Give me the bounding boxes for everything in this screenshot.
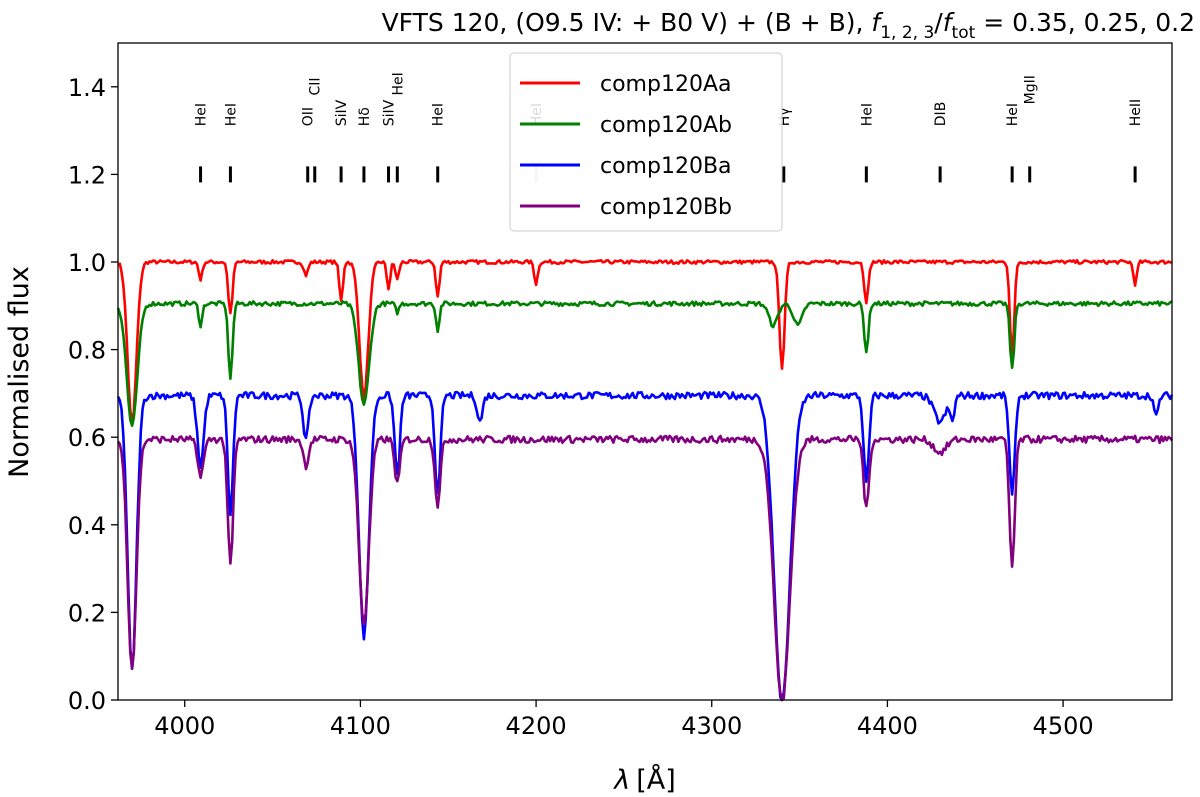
- legend-label: comp120Ba: [600, 154, 732, 179]
- legend: comp120Aa comp120Ab comp120Ba comp120Bb: [509, 52, 783, 232]
- spectra-group: [116, 259, 1174, 702]
- x-tick-label: 4000: [154, 712, 215, 740]
- x-tick-label: 4500: [1033, 712, 1094, 740]
- line-marker-label: HeII: [1128, 99, 1144, 126]
- line-marker-label: MgII: [1023, 75, 1039, 104]
- plot-frame: [117, 42, 1173, 701]
- y-tick-label: 0.4: [68, 512, 106, 540]
- legend-label: comp120Bb: [600, 195, 732, 220]
- x-axis-label: λ [Å]: [612, 764, 676, 796]
- legend-box: [509, 52, 783, 232]
- y-tick-label: 1.0: [68, 249, 106, 277]
- y-tick-label: 0.0: [68, 687, 106, 715]
- y-tick-label: 0.6: [68, 424, 106, 452]
- line-marker-label: HeI: [223, 103, 239, 126]
- line-marker-label: HeI: [390, 72, 406, 95]
- x-tick-label: 4200: [506, 712, 567, 740]
- spectrum-line-comp120Bb: [116, 434, 1174, 702]
- x-tick-label: 4400: [857, 712, 918, 740]
- y-tick-label: 1.4: [68, 74, 106, 102]
- x-axis-ticks: 4000 4100 4200 4300 4400 4500: [154, 700, 1094, 740]
- line-marker-label: HeI: [431, 103, 447, 126]
- chart-title: VFTS 120, (O9.5 IV: + B0 V) + (B + B), f…: [382, 8, 1195, 43]
- line-marker-label: SiIV: [334, 99, 350, 126]
- line-marker-label: Hδ: [357, 107, 373, 126]
- y-axis-label: Normalised flux: [4, 266, 35, 478]
- spectrum-line-comp120Aa: [117, 259, 1173, 425]
- line-marker-label: HeI: [194, 103, 210, 126]
- legend-label: comp120Aa: [600, 72, 731, 97]
- spectral-line-markers: HeIHeIOIICIISiIVHδSiIVHeIHeIHeIHγHeIDIBH…: [194, 72, 1144, 183]
- y-tick-label: 1.2: [68, 161, 106, 189]
- y-tick-label: 0.2: [68, 599, 106, 627]
- line-marker-label: CII: [308, 78, 324, 96]
- y-tick-label: 0.8: [68, 337, 106, 365]
- line-marker-label: OII: [301, 107, 317, 126]
- spectrum-line-comp120Ba: [116, 390, 1174, 702]
- x-tick-label: 4100: [330, 712, 391, 740]
- spectrum-line-comp120Ab: [116, 300, 1173, 427]
- line-marker-label: HeI: [859, 103, 875, 126]
- line-marker-label: HeI: [1005, 103, 1021, 126]
- line-marker-label: DIB: [933, 102, 949, 127]
- y-axis-ticks: 0.0 0.2 0.4 0.6 0.8 1.0 1.2 1.4: [68, 74, 118, 715]
- x-tick-label: 4300: [681, 712, 742, 740]
- line-marker-label: SiIV: [382, 99, 398, 126]
- legend-label: comp120Ab: [600, 113, 732, 138]
